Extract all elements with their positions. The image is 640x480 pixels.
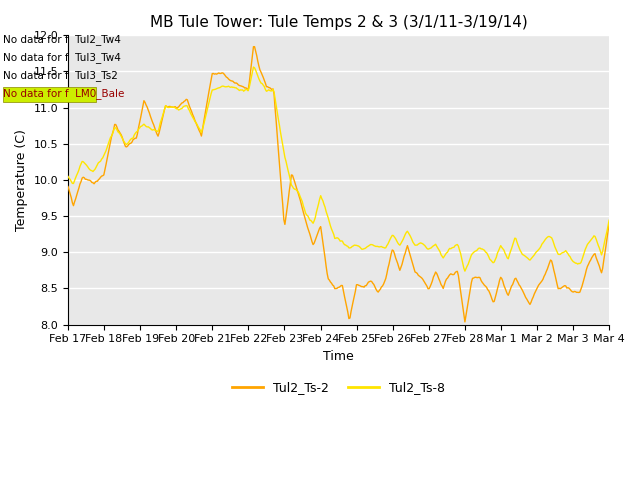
Text: No data for f  Tul3_Tw4: No data for f Tul3_Tw4 [3,52,121,63]
X-axis label: Time: Time [323,350,354,363]
Legend: Tul2_Ts-2, Tul2_Ts-8: Tul2_Ts-2, Tul2_Ts-8 [227,376,450,399]
Title: MB Tule Tower: Tule Temps 2 & 3 (3/1/11-3/19/14): MB Tule Tower: Tule Temps 2 & 3 (3/1/11-… [150,15,527,30]
Y-axis label: Temperature (C): Temperature (C) [15,129,28,231]
Text: No data for f  Tul3_Ts2: No data for f Tul3_Ts2 [3,70,118,81]
Text: No data for f  Tul2_Tw4: No data for f Tul2_Tw4 [3,34,121,45]
Text: No data for f  LM0_Bale: No data for f LM0_Bale [3,88,125,99]
